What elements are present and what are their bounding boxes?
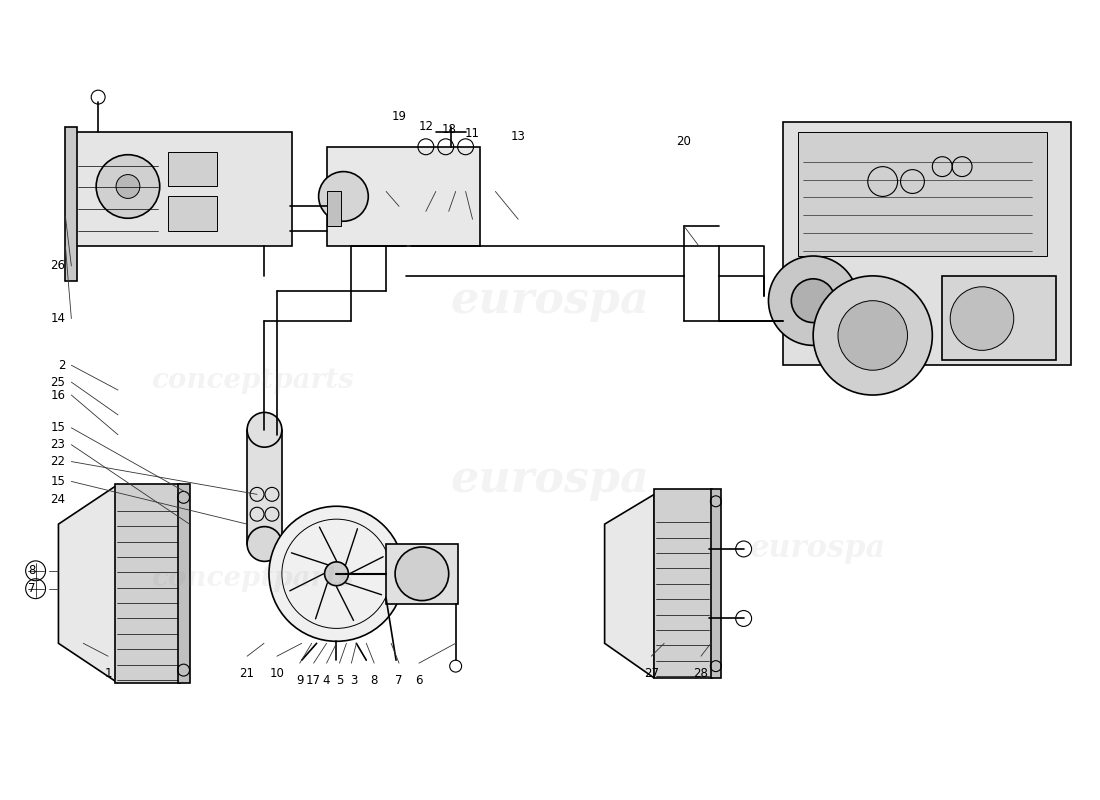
Text: 2: 2 [58, 358, 65, 372]
Text: 28: 28 [693, 666, 708, 679]
Text: 17: 17 [306, 674, 321, 686]
Text: eurospa: eurospa [750, 534, 887, 565]
Circle shape [270, 506, 404, 642]
Bar [711, 490, 720, 678]
Bar [167, 197, 218, 231]
Circle shape [319, 171, 369, 222]
Text: 5: 5 [336, 674, 343, 686]
Text: 10: 10 [270, 666, 284, 679]
Text: 16: 16 [51, 389, 65, 402]
Bar [327, 191, 341, 226]
Text: 8: 8 [28, 564, 35, 578]
Bar [74, 132, 292, 246]
Circle shape [248, 413, 282, 447]
Text: 7: 7 [28, 582, 35, 595]
Text: 3: 3 [350, 674, 358, 686]
Text: 24: 24 [51, 493, 65, 506]
Bar [654, 490, 712, 678]
Bar [943, 276, 1056, 360]
Polygon shape [58, 485, 118, 683]
Circle shape [395, 547, 449, 601]
Circle shape [838, 301, 908, 370]
Text: 15: 15 [51, 422, 65, 434]
Bar [116, 485, 179, 683]
Circle shape [813, 276, 933, 395]
Text: eurospa: eurospa [451, 279, 649, 322]
Text: 27: 27 [644, 666, 659, 679]
Text: 4: 4 [322, 674, 330, 686]
Circle shape [116, 174, 140, 198]
Text: 7: 7 [395, 674, 403, 686]
Bar [783, 122, 1071, 366]
Circle shape [324, 562, 349, 586]
Circle shape [950, 286, 1014, 350]
Text: 1: 1 [104, 666, 112, 679]
Text: 26: 26 [51, 259, 65, 273]
Circle shape [248, 526, 282, 562]
Bar [177, 485, 189, 683]
Text: 8: 8 [371, 674, 378, 686]
Text: 12: 12 [418, 121, 433, 134]
Text: 15: 15 [51, 475, 65, 488]
Text: 14: 14 [51, 312, 65, 325]
Bar [386, 544, 458, 603]
Bar [65, 127, 77, 281]
Text: 22: 22 [51, 455, 65, 468]
Text: 11: 11 [465, 127, 480, 140]
Text: 18: 18 [441, 123, 456, 136]
Bar [799, 132, 1046, 256]
Text: 13: 13 [510, 130, 526, 143]
Text: 19: 19 [392, 110, 407, 123]
Text: 25: 25 [51, 376, 65, 389]
Circle shape [868, 166, 898, 197]
Bar [327, 146, 481, 246]
Text: 9: 9 [296, 674, 304, 686]
Text: 20: 20 [676, 135, 692, 148]
Bar [248, 430, 282, 544]
Text: conceptparts: conceptparts [151, 566, 353, 592]
Text: eurospa: eurospa [451, 458, 649, 501]
Text: 23: 23 [51, 438, 65, 451]
Text: conceptparts: conceptparts [151, 366, 353, 394]
Polygon shape [605, 494, 654, 678]
Circle shape [96, 154, 160, 218]
Text: 21: 21 [240, 666, 254, 679]
Circle shape [901, 170, 924, 194]
Bar [167, 152, 218, 186]
Circle shape [769, 256, 858, 346]
Circle shape [791, 279, 835, 322]
Text: 6: 6 [415, 674, 422, 686]
